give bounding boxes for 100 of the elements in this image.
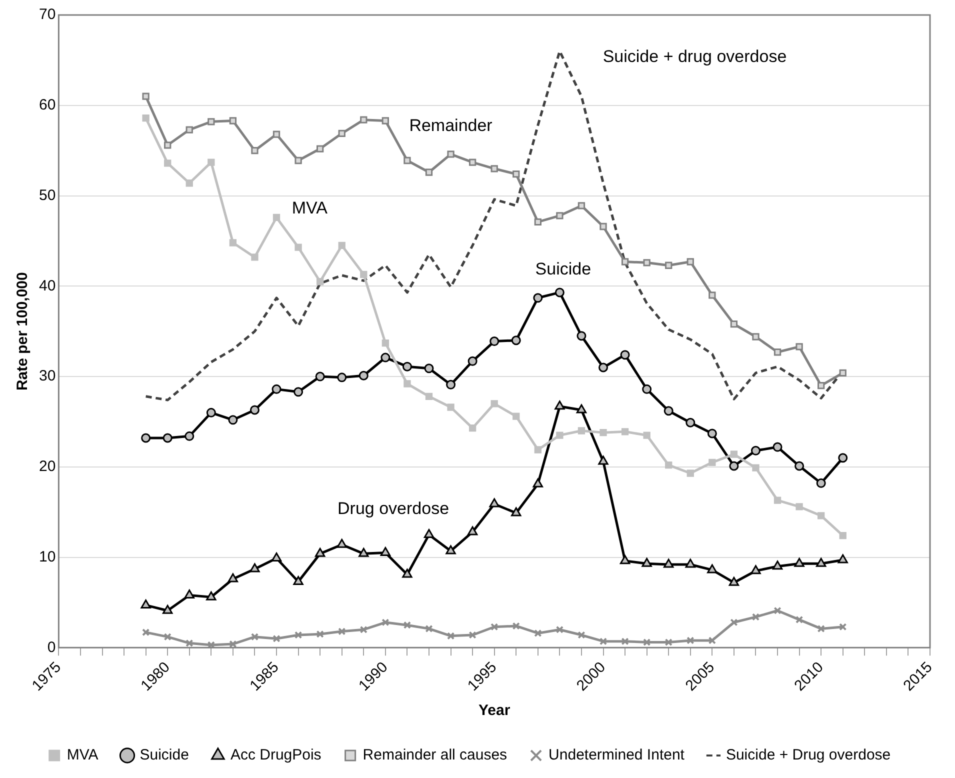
point: [425, 392, 433, 400]
point: [250, 633, 259, 641]
point: [207, 641, 215, 648]
y-tick-label: 60: [38, 96, 56, 114]
point: [578, 202, 586, 210]
point: [338, 628, 346, 636]
point: [447, 150, 454, 158]
point: [839, 369, 846, 376]
point: [208, 158, 215, 166]
point: [404, 156, 411, 164]
point: [404, 380, 411, 388]
point: [184, 431, 194, 441]
point: [447, 404, 454, 411]
point: [446, 545, 456, 554]
point: [425, 624, 433, 633]
point: [598, 456, 608, 465]
point: [621, 428, 629, 436]
point: [532, 478, 543, 488]
point: [164, 633, 172, 641]
point: [554, 288, 564, 298]
point: [512, 170, 520, 178]
annotation: MVA: [292, 198, 328, 218]
point: [664, 638, 672, 646]
point: [162, 433, 172, 443]
point: [665, 262, 672, 269]
point: [186, 180, 193, 187]
point: [598, 362, 608, 372]
point: [272, 214, 280, 222]
point: [468, 158, 476, 166]
point: [358, 548, 369, 557]
point: [750, 446, 760, 456]
point: [620, 555, 630, 564]
legend-label: Acc DrugPois: [230, 746, 322, 764]
point: [228, 415, 238, 425]
point: [838, 453, 848, 463]
point: [796, 343, 803, 350]
point: [556, 212, 564, 220]
point: [556, 432, 564, 439]
point: [752, 613, 760, 621]
point: [490, 400, 498, 408]
point: [643, 432, 650, 439]
point: [140, 599, 151, 608]
point: [576, 331, 586, 341]
y-tick-label: 20: [38, 458, 56, 476]
point: [468, 356, 478, 366]
point: [554, 400, 565, 410]
point: [293, 576, 304, 585]
point: [382, 117, 390, 124]
point: [512, 412, 520, 420]
point: [750, 565, 761, 574]
point: [730, 320, 738, 328]
point: [816, 558, 826, 567]
point: [229, 239, 237, 246]
point: [360, 626, 368, 634]
point: [752, 464, 760, 472]
point: [338, 130, 346, 137]
point: [621, 258, 629, 266]
point: [794, 558, 804, 567]
point: [402, 362, 412, 372]
annotation: Drug overdose: [338, 498, 450, 518]
point: [294, 156, 302, 164]
legend-label: Remainder all causes: [362, 746, 508, 764]
annotation: Remainder: [409, 116, 493, 136]
point: [772, 560, 783, 570]
y-tick-label: 30: [38, 368, 56, 385]
point: [772, 442, 782, 452]
point: [707, 564, 718, 574]
point: [511, 336, 521, 346]
point: [730, 618, 738, 626]
point: [403, 621, 412, 629]
point: [686, 470, 694, 477]
point: [795, 616, 804, 624]
point: [186, 126, 193, 134]
point: [316, 145, 324, 152]
point: [468, 424, 476, 432]
point: [774, 348, 782, 356]
y-axis-title: Rate per 100,000: [14, 272, 32, 391]
point: [316, 630, 324, 638]
point: [251, 146, 258, 154]
point: [294, 244, 302, 251]
point: [600, 428, 607, 436]
point: [685, 558, 696, 568]
point: [162, 604, 173, 614]
y-tick-label: 50: [38, 186, 56, 204]
point: [818, 512, 825, 520]
point: [817, 624, 825, 633]
point: [708, 292, 716, 299]
point: [380, 547, 391, 556]
point: [272, 130, 280, 138]
point: [250, 563, 260, 572]
point: [206, 591, 216, 600]
point: [686, 258, 694, 266]
point: [599, 638, 608, 646]
point: [728, 576, 740, 586]
point: [686, 636, 694, 644]
point: [578, 427, 586, 434]
point: [794, 461, 804, 471]
point: [272, 384, 282, 394]
point: [490, 336, 500, 346]
point: [490, 623, 498, 631]
